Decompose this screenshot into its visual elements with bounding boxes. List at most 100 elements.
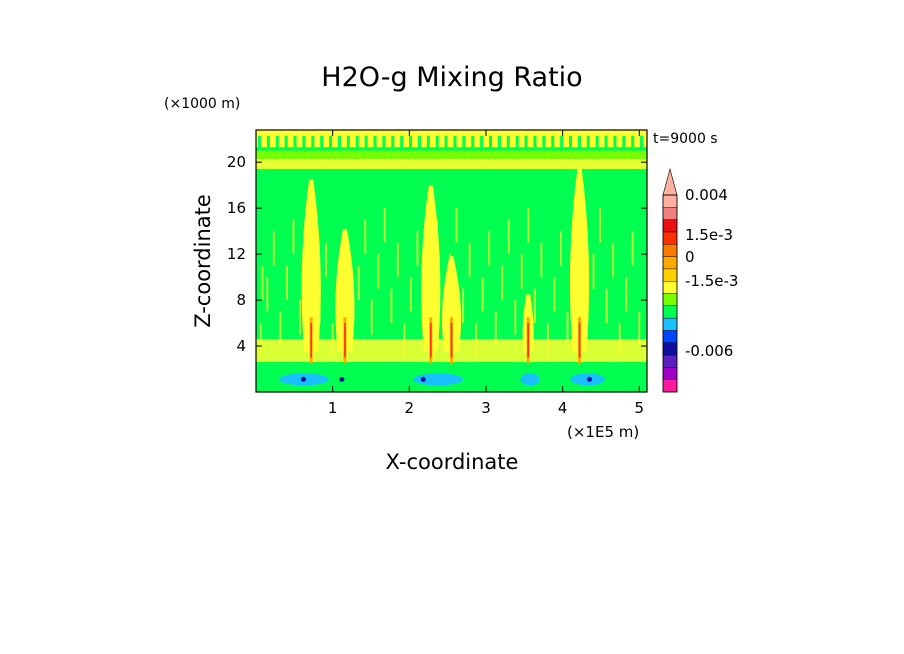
colorbar-swatch <box>662 194 678 208</box>
plume <box>335 228 355 352</box>
top-band-gap <box>595 135 599 149</box>
top-band-gap <box>471 135 475 149</box>
top-band-gap <box>622 135 626 149</box>
streak <box>638 311 641 347</box>
top-band-gap <box>515 135 519 149</box>
surface-spot <box>339 376 345 382</box>
top-band-gap <box>258 135 261 149</box>
colorbar: 0.004 1.5e-3 0 -1.5e-3 -0.006 <box>662 167 738 393</box>
colorbar-label: -0.006 <box>685 342 733 360</box>
colorbar-swatch <box>662 207 678 220</box>
streak <box>475 323 478 358</box>
streak <box>481 277 484 312</box>
streak <box>377 254 380 289</box>
top-band-gap <box>382 135 386 149</box>
streak <box>592 254 595 289</box>
upper-mid-band <box>256 150 647 159</box>
colorbar-swatch <box>662 268 678 282</box>
plume <box>441 256 462 352</box>
top-band-gap <box>311 135 315 149</box>
top-band-gap <box>391 135 395 149</box>
y-units-label: (×1000 m) <box>164 96 240 112</box>
y-tick-label: 4 <box>236 337 246 355</box>
top-band-gap <box>364 135 368 149</box>
colorbar-frame <box>662 194 678 393</box>
colorbar-swatch <box>662 379 678 393</box>
top-band-gap <box>266 135 270 149</box>
streak <box>631 231 634 266</box>
y-tick-label: 16 <box>227 199 246 217</box>
streak <box>409 277 412 312</box>
top-band-gap <box>346 135 350 149</box>
top-band-gap <box>329 135 333 149</box>
x-tick-label: 2 <box>405 399 415 417</box>
streak <box>494 311 497 347</box>
streak <box>261 265 264 301</box>
colorbar-label: 0 <box>685 248 695 266</box>
streak <box>599 208 602 243</box>
streak <box>527 208 530 243</box>
x-units-label: (×1E5 m) <box>567 423 639 441</box>
colorbar-swatch <box>662 305 678 319</box>
streak <box>455 208 458 243</box>
chart-title: H2O-g Mixing Ratio <box>321 62 582 93</box>
x-tick-label: 3 <box>481 399 491 417</box>
streak <box>285 265 288 301</box>
top-band-gap <box>444 135 448 149</box>
y-tick-label: 12 <box>227 245 246 263</box>
plot-frame <box>255 129 648 393</box>
streak <box>403 323 406 358</box>
streak <box>364 219 367 255</box>
top-band-gap <box>533 135 537 149</box>
top-band-gap <box>489 135 493 149</box>
colorbar-swatch <box>662 256 678 270</box>
streak <box>357 265 360 301</box>
x-tick-label: 1 <box>328 399 338 417</box>
top-band-gap <box>293 135 297 149</box>
top-band-gap <box>613 135 617 149</box>
colorbar-swatch <box>662 367 678 380</box>
surface-patch <box>413 373 464 386</box>
top-band-gap <box>435 135 439 149</box>
streak <box>325 242 328 278</box>
colorbar-swatch <box>662 293 678 307</box>
y-axis: 4 8 12 16 20 <box>227 153 647 355</box>
top-band-gap <box>275 135 279 149</box>
streak <box>370 300 373 335</box>
upper-band <box>256 158 647 170</box>
streak <box>272 231 275 266</box>
top-band-gap <box>586 135 590 149</box>
top-band-gap <box>373 135 377 149</box>
streak <box>331 323 334 358</box>
streak <box>468 242 471 278</box>
colorbar-arrow <box>662 167 678 196</box>
top-band <box>256 130 647 148</box>
top-band-gap <box>320 135 324 149</box>
top-band-gap <box>640 135 644 149</box>
plume <box>421 185 441 352</box>
x-tick-label: 4 <box>558 399 568 417</box>
plume-core-red <box>578 323 581 358</box>
streak <box>553 277 556 312</box>
streak <box>625 277 628 312</box>
streak <box>390 288 393 324</box>
colorbar-swatch <box>662 330 678 343</box>
y-tick-label: 20 <box>227 153 246 171</box>
colorbar-swatch <box>662 354 678 368</box>
streak <box>566 311 569 347</box>
top-band-gap <box>409 135 413 149</box>
top-band-gap <box>417 135 421 149</box>
streak <box>546 323 549 358</box>
colorbar-label: 1.5e-3 <box>685 226 733 244</box>
surface-spot <box>587 376 592 382</box>
top-band-gap <box>426 135 430 149</box>
plume <box>569 167 590 352</box>
colorbar-swatch <box>662 342 678 356</box>
streak <box>618 323 621 358</box>
colorbar-swatch <box>662 280 678 294</box>
top-band-gap <box>453 135 457 149</box>
surface-spot <box>420 376 426 382</box>
colorbar-swatch <box>662 317 678 331</box>
plume-core-red <box>450 323 453 358</box>
top-band-gap <box>480 135 484 149</box>
